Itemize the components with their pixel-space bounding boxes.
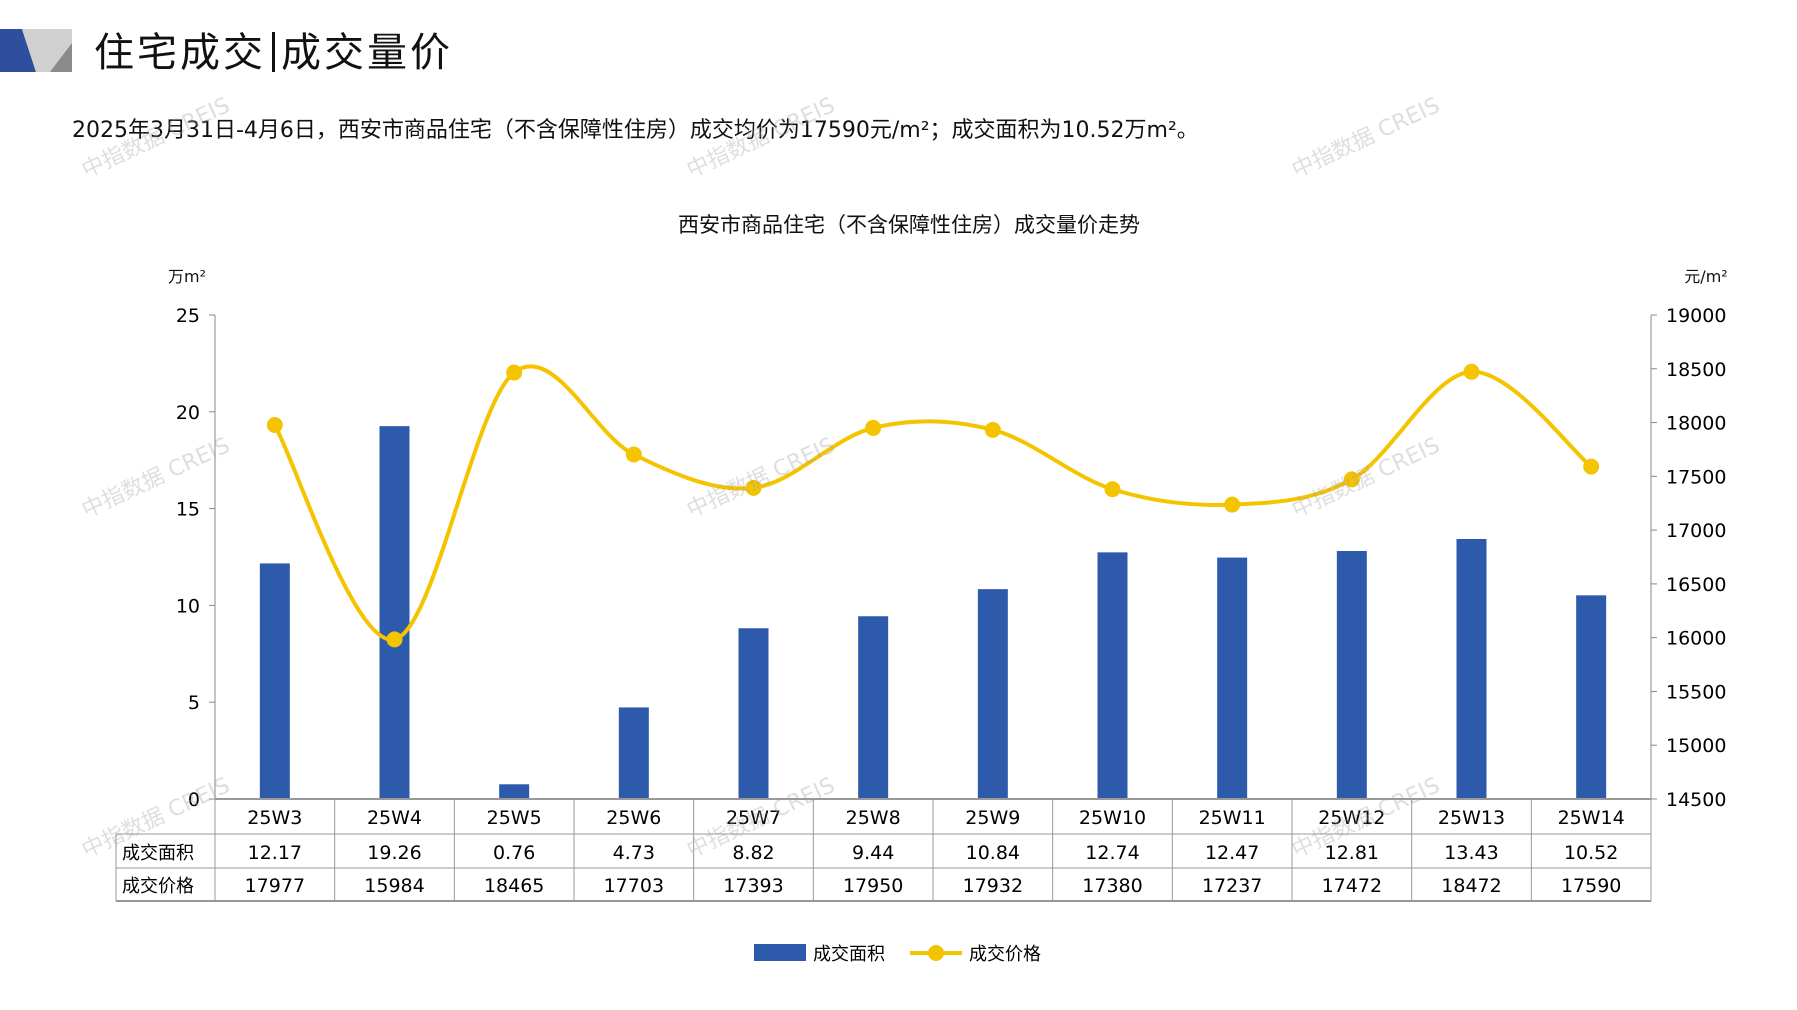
price-point-25W9 xyxy=(984,421,1001,438)
table-area-cell: 12.74 xyxy=(1085,842,1139,864)
bar-25W9 xyxy=(977,589,1008,799)
summary-text: 2025年3月31日-4月6日，西安市商品住宅（不含保障性住房）成交均价为175… xyxy=(72,118,1199,143)
left-axis-label: 万m² xyxy=(168,267,206,286)
table-area-cell: 8.82 xyxy=(732,842,774,864)
table-price-cell: 17977 xyxy=(245,875,305,897)
table-area-cell: 19.26 xyxy=(367,842,421,864)
table-row-label-price: 成交价格 xyxy=(122,876,194,897)
table-area-cell: 12.81 xyxy=(1325,842,1379,864)
left-tick-label: 20 xyxy=(176,402,200,424)
legend-line-marker xyxy=(928,945,944,961)
table-header-cell: 25W11 xyxy=(1199,807,1266,829)
right-tick-label: 17500 xyxy=(1666,466,1726,488)
price-point-25W5 xyxy=(506,364,523,381)
table-area-cell: 9.44 xyxy=(852,842,894,864)
table-header-cell: 25W14 xyxy=(1558,807,1625,829)
page-title: 住宅成交 成交量价 xyxy=(94,20,453,78)
right-tick-label: 19000 xyxy=(1666,305,1726,327)
table-area-cell: 0.76 xyxy=(493,842,535,864)
price-point-25W13 xyxy=(1463,363,1480,380)
bar-25W6 xyxy=(618,707,649,799)
price-point-25W10 xyxy=(1104,481,1121,498)
table-header-cell: 25W7 xyxy=(726,807,781,829)
title-separator xyxy=(272,32,275,72)
table-header-cell: 25W6 xyxy=(606,807,661,829)
table-header-cell: 25W13 xyxy=(1438,807,1505,829)
left-tick-label: 25 xyxy=(176,305,200,327)
table-row-label-area: 成交面积 xyxy=(122,843,194,864)
price-point-25W6 xyxy=(625,446,642,463)
legend-line-label: 成交价格 xyxy=(969,944,1041,965)
left-tick-label: 10 xyxy=(176,595,200,617)
table-area-cell: 10.52 xyxy=(1564,842,1618,864)
right-axis-label: 元/m² xyxy=(1684,267,1727,286)
table-area-cell: 10.84 xyxy=(966,842,1020,864)
table-header-cell: 25W8 xyxy=(846,807,901,829)
right-tick-label: 16000 xyxy=(1666,628,1726,650)
table-header-cell: 25W4 xyxy=(367,807,422,829)
table-area-cell: 12.17 xyxy=(248,842,302,864)
table-price-cell: 17380 xyxy=(1082,875,1142,897)
bar-25W4 xyxy=(379,426,410,799)
table-price-cell: 17932 xyxy=(963,875,1023,897)
bar-25W8 xyxy=(858,616,889,799)
title-subsection: 成交量价 xyxy=(281,30,453,76)
bar-25W10 xyxy=(1097,552,1128,799)
chart-title: 西安市商品住宅（不含保障性住房）成交量价走势 xyxy=(678,213,1140,237)
table-price-cell: 17472 xyxy=(1322,875,1382,897)
price-point-25W3 xyxy=(266,417,283,434)
price-point-25W4 xyxy=(386,631,403,648)
price-point-25W8 xyxy=(865,419,882,436)
price-point-25W12 xyxy=(1343,471,1360,488)
legend-bar-swatch xyxy=(754,944,806,961)
table-price-cell: 18472 xyxy=(1441,875,1501,897)
right-tick-label: 18000 xyxy=(1666,413,1726,435)
table-header-cell: 25W12 xyxy=(1318,807,1385,829)
right-tick-label: 17000 xyxy=(1666,520,1726,542)
table-price-cell: 17950 xyxy=(843,875,903,897)
price-point-25W11 xyxy=(1224,496,1241,513)
table-header-cell: 25W3 xyxy=(247,807,302,829)
table-header-cell: 25W9 xyxy=(965,807,1020,829)
table-area-cell: 12.47 xyxy=(1205,842,1259,864)
right-tick-label: 15500 xyxy=(1666,681,1726,703)
bar-25W12 xyxy=(1336,550,1367,799)
table-header-cell: 25W5 xyxy=(487,807,542,829)
bar-25W11 xyxy=(1217,557,1248,799)
right-tick-label: 14500 xyxy=(1666,789,1726,811)
table-price-cell: 18465 xyxy=(484,875,544,897)
table-price-cell: 17237 xyxy=(1202,875,1262,897)
bar-25W7 xyxy=(738,628,769,799)
table-area-cell: 13.43 xyxy=(1444,842,1498,864)
bar-25W14 xyxy=(1576,595,1607,799)
bar-25W5 xyxy=(499,784,530,799)
table-price-cell: 17393 xyxy=(723,875,783,897)
right-tick-label: 18500 xyxy=(1666,359,1726,381)
price-point-25W7 xyxy=(745,479,762,496)
price-line xyxy=(273,364,1593,642)
table-price-cell: 17590 xyxy=(1561,875,1621,897)
left-tick-label: 0 xyxy=(188,789,200,811)
left-tick-label: 15 xyxy=(176,499,200,521)
table-price-cell: 17703 xyxy=(604,875,664,897)
title-section: 住宅成交 xyxy=(94,30,266,76)
table-header-cell: 25W10 xyxy=(1079,807,1146,829)
price-point-25W14 xyxy=(1583,458,1600,475)
bar-25W3 xyxy=(259,563,290,799)
legend-bar-label: 成交面积 xyxy=(813,944,885,965)
table-price-cell: 15984 xyxy=(364,875,424,897)
brand-logo xyxy=(0,29,72,72)
right-tick-label: 15000 xyxy=(1666,735,1726,757)
bar-25W13 xyxy=(1456,538,1487,799)
table-area-cell: 4.73 xyxy=(613,842,655,864)
left-tick-label: 5 xyxy=(188,692,200,714)
right-tick-label: 16500 xyxy=(1666,574,1726,596)
